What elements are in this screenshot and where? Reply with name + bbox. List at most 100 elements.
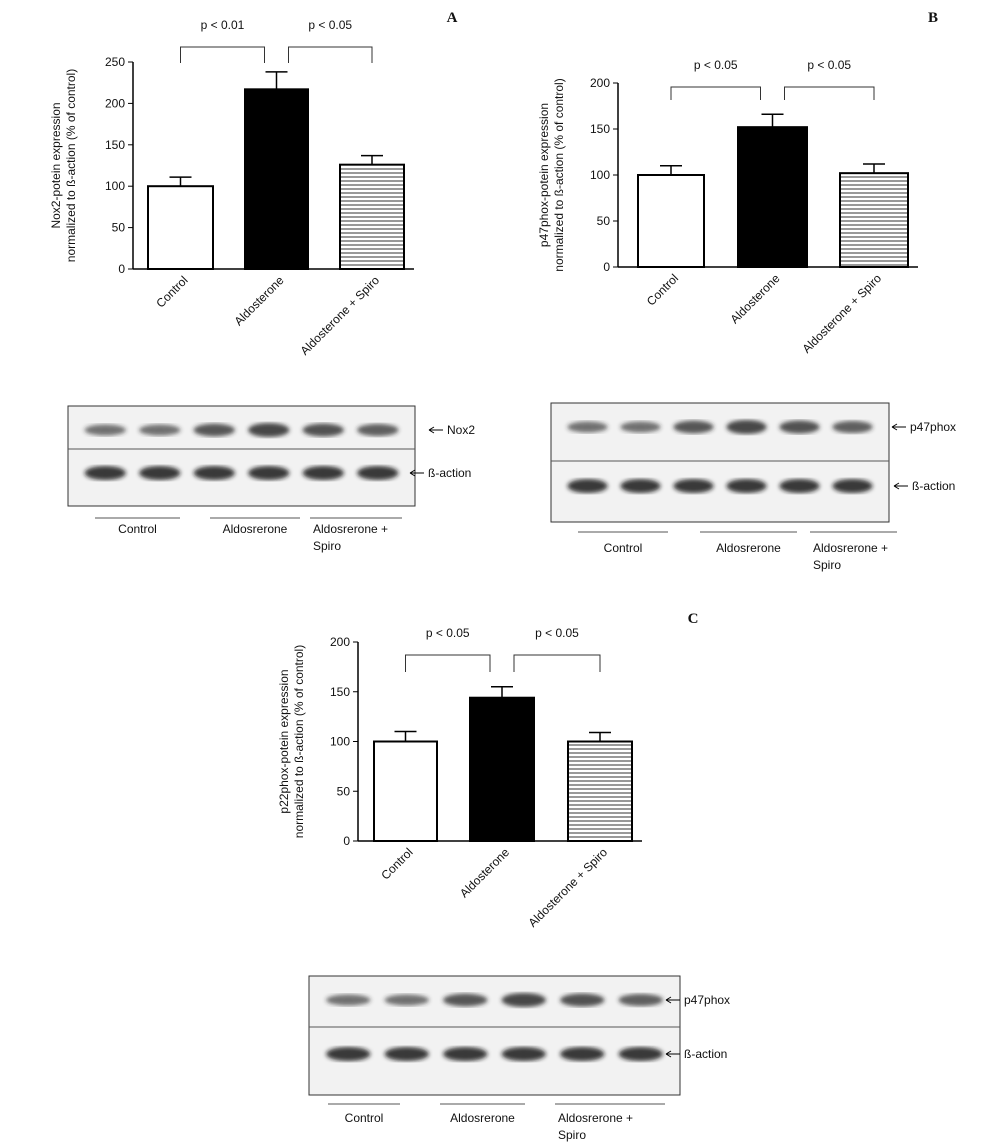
blot-band (384, 1047, 429, 1061)
blot-band (248, 466, 290, 480)
y-tick-label: 50 (597, 214, 611, 228)
blot-band (673, 420, 714, 434)
group-label: Control (118, 522, 157, 536)
y-tick-label: 0 (603, 260, 610, 274)
significance-label: p < 0.05 (694, 58, 738, 72)
group-label: Aldosrerone + (313, 522, 388, 536)
blot-band (501, 1047, 546, 1061)
blot-band (832, 420, 873, 434)
arrow (428, 426, 443, 434)
blot-band (618, 1047, 663, 1061)
blot-band (326, 994, 371, 1006)
bar (339, 163, 405, 270)
blot-band (193, 466, 235, 480)
x-tick-label: Aldosterone + Spiro (525, 845, 610, 930)
y-tick-label: 200 (105, 96, 125, 110)
blot-band (779, 420, 820, 434)
blot-loading-label: ß-action (428, 466, 471, 480)
y-tick-label: 200 (330, 635, 350, 649)
y-tick-label: 100 (330, 735, 350, 749)
x-tick-label: Aldosterone (457, 845, 512, 900)
y-tick-label: 100 (105, 179, 125, 193)
bar (469, 696, 535, 842)
blot-band (357, 466, 399, 480)
group-label: Aldosrerone + (813, 541, 888, 555)
group-label: Aldosrerone (450, 1111, 515, 1125)
y-tick-label: 150 (105, 138, 125, 152)
group-label: Spiro (558, 1128, 586, 1142)
x-tick-label: Aldosterone + Spiro (799, 271, 884, 356)
blot-band (384, 994, 429, 1006)
blot-target-label: Nox2 (447, 423, 475, 437)
blot-band (567, 421, 608, 433)
panel-label: C (688, 611, 699, 627)
blot-band (501, 993, 546, 1007)
panel-label: B (928, 10, 938, 26)
blot-band (193, 423, 235, 437)
bar (373, 740, 438, 842)
arrow (665, 1050, 680, 1058)
y-tick-label: 150 (330, 685, 350, 699)
panel-label: A (447, 10, 458, 26)
y-tick-label: 50 (112, 221, 126, 235)
y-axis-label: normalized to ß-action (% of control) (64, 69, 78, 262)
group-label: Aldosrerone + (558, 1111, 633, 1125)
blot-target-label: p47phox (684, 993, 730, 1007)
bar (839, 172, 909, 268)
blot-band (326, 1047, 371, 1061)
blot-band (84, 424, 126, 436)
blot-band (673, 479, 714, 493)
blot-frame (550, 402, 890, 523)
y-axis-label: Nox2-potein expression (49, 102, 63, 228)
blot-band (139, 466, 181, 480)
group-label: Spiro (813, 558, 841, 572)
y-axis-label: normalized to ß-action (% of control) (292, 645, 306, 838)
significance-bracket (405, 654, 491, 672)
blot-band (620, 421, 661, 433)
significance-label: p < 0.05 (308, 18, 352, 32)
significance-label: p < 0.01 (201, 18, 245, 32)
x-tick-label: Aldosterone + Spiro (297, 273, 382, 358)
bar (637, 174, 705, 268)
blot-band (567, 479, 608, 493)
blot-band (560, 1047, 605, 1061)
significance-label: p < 0.05 (426, 626, 470, 640)
x-tick-label: Control (644, 271, 681, 308)
y-axis-label: p47phox-potein expression (537, 103, 551, 247)
x-tick-label: Control (153, 273, 190, 310)
blot-band (84, 466, 126, 480)
y-tick-label: 0 (118, 262, 125, 276)
blot-band (302, 466, 344, 480)
significance-label: p < 0.05 (535, 626, 579, 640)
y-tick-label: 50 (337, 784, 351, 798)
blot-band (443, 1047, 488, 1061)
bar (147, 185, 214, 270)
blot-band (357, 423, 399, 437)
blot-band (618, 993, 663, 1007)
arrow (891, 423, 906, 431)
x-tick-label: Aldosterone (727, 271, 782, 326)
y-tick-label: 150 (590, 122, 610, 136)
significance-bracket (180, 46, 265, 63)
blot-target-label: p47phox (910, 420, 956, 434)
blot-band (726, 479, 767, 493)
x-tick-label: Aldosterone (231, 273, 286, 328)
significance-bracket (784, 86, 875, 100)
group-label: Control (345, 1111, 384, 1125)
blot-frame (308, 975, 681, 1096)
blot-loading-label: ß-action (912, 479, 955, 493)
blot-band (248, 423, 290, 437)
blot-band (832, 479, 873, 493)
bar (567, 740, 633, 842)
y-axis-label: normalized to ß-action (% of control) (552, 78, 566, 271)
blot-band (726, 420, 767, 434)
blot-band (779, 479, 820, 493)
arrow (409, 469, 424, 477)
arrow (665, 996, 680, 1004)
x-tick-label: Control (378, 845, 415, 882)
arrow (893, 482, 908, 490)
group-label: Aldosrerone (223, 522, 288, 536)
y-tick-label: 0 (343, 834, 350, 848)
significance-bracket (670, 86, 761, 100)
